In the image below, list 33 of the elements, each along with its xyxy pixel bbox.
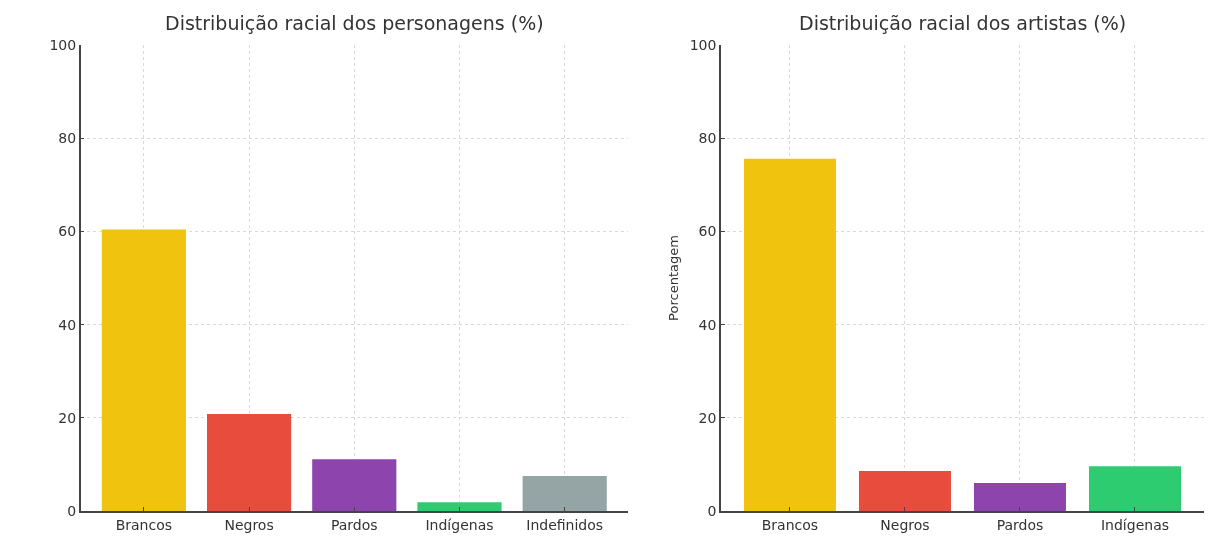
x-tick-label: Brancos [761, 516, 819, 533]
x-tick-label: Negros [224, 516, 274, 533]
y-tick-label: 20 [698, 409, 717, 426]
x-tick-label: Brancos [115, 516, 173, 533]
bar [858, 470, 951, 511]
x-tick-label: Indígenas [425, 516, 494, 533]
bar [1088, 466, 1181, 511]
bar [973, 483, 1066, 511]
y-tick-label: 80 [698, 130, 717, 147]
bar [101, 229, 186, 511]
y-tick-label: 60 [698, 223, 717, 240]
y-tick-label: 0 [67, 502, 77, 519]
y-tick-label: 40 [698, 316, 717, 333]
bar [206, 414, 292, 511]
x-tick-label: Indígenas [1100, 516, 1170, 533]
x-tick-label: Pardos [330, 516, 378, 533]
y-tick-label: 0 [707, 502, 717, 519]
y-axis-title: Porcentagem [666, 235, 682, 321]
y-tick-label: 60 [58, 223, 77, 240]
x-tick-label: Negros [880, 516, 930, 533]
y-tick-label: 80 [58, 130, 77, 147]
y-tick-label: 100 [689, 36, 717, 53]
chart-title: Distribuição racial dos personagens (%) [165, 12, 544, 34]
chart-title: Distribuição racial dos artistas (%) [799, 12, 1127, 34]
y-tick-label: 20 [58, 409, 77, 426]
bar [417, 502, 502, 511]
x-tick-label: Indefinidos [526, 516, 604, 533]
y-tick-label: 100 [49, 36, 77, 53]
x-tick-label: Pardos [996, 516, 1044, 533]
y-tick-label: 40 [58, 316, 77, 333]
bar [522, 476, 607, 511]
bar [743, 158, 836, 511]
bar [312, 459, 397, 511]
